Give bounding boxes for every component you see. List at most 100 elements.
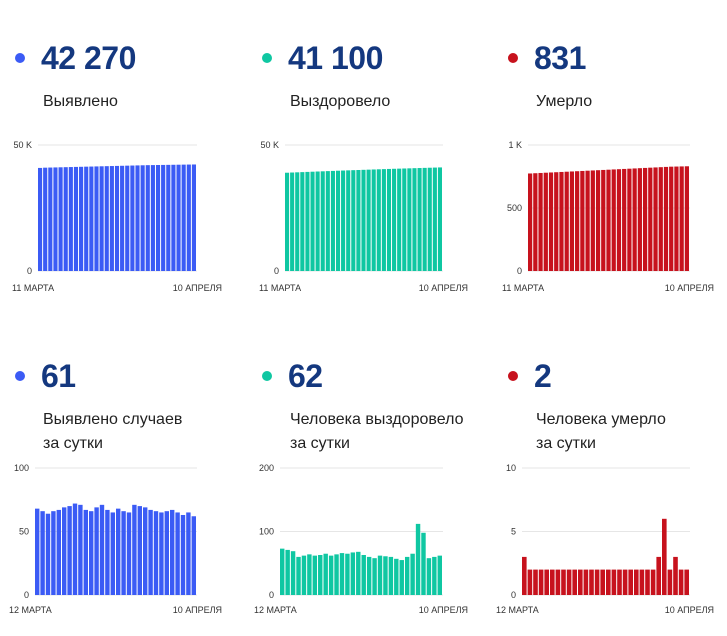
x-start-label: 12 МАРТА	[9, 605, 52, 615]
bar	[191, 164, 196, 271]
bar	[351, 170, 356, 271]
bar	[346, 170, 351, 271]
y-tick-label: 0	[27, 266, 32, 276]
bar	[566, 569, 572, 595]
daily-recovered-label: Человека выздоровело за сутки	[290, 411, 464, 452]
x-start-label: 12 МАРТА	[254, 605, 297, 615]
bar	[176, 164, 181, 271]
y-tick-label: 0	[517, 266, 522, 276]
bar	[533, 569, 538, 595]
bar	[381, 169, 386, 271]
bar	[622, 168, 627, 271]
recovered-chart: 0 50 K 11 МАРТА 10 АПРЕЛЯ	[259, 140, 468, 293]
bar	[345, 553, 350, 595]
panel-detected: 42 270 Выявлено 0 50 K 11 МАРТА 10 АПРЕЛЯ	[0, 0, 240, 310]
bar	[559, 171, 564, 271]
bar	[72, 503, 78, 595]
bar	[89, 166, 94, 271]
bar	[89, 511, 94, 595]
bar	[522, 556, 527, 595]
bar	[180, 514, 186, 595]
panel-died: 831 Умерло 0 500 1 K 11 МАРТА 10 АПРЕЛЯ	[493, 0, 727, 310]
bar	[121, 511, 126, 595]
bar	[161, 164, 166, 271]
bar	[377, 555, 383, 595]
x-start-label: 12 МАРТА	[496, 605, 539, 615]
bar	[555, 569, 561, 595]
bar	[114, 165, 120, 271]
x-end-label: 10 АПРЕЛЯ	[173, 605, 222, 615]
bar	[104, 166, 109, 271]
y-tick-label: 0	[511, 590, 516, 600]
bar	[68, 167, 73, 271]
x-end-label: 10 АПРЕЛЯ	[173, 283, 222, 293]
bar	[417, 168, 422, 271]
daily-died-dot-icon	[508, 371, 518, 381]
bar	[110, 512, 115, 595]
bar	[45, 513, 51, 595]
bar	[366, 169, 371, 271]
bar	[402, 168, 407, 271]
bar	[642, 167, 648, 271]
bar	[280, 548, 285, 595]
bar	[628, 569, 633, 595]
daily-recovered-dot-icon	[262, 371, 272, 381]
bar	[617, 569, 622, 595]
y-tick-label: 10	[506, 463, 516, 473]
bar	[533, 173, 538, 271]
bar	[656, 556, 661, 595]
bar	[58, 167, 63, 271]
daily-died-value: 2	[534, 357, 552, 394]
bar	[51, 511, 56, 595]
bar	[372, 558, 377, 595]
detected-dot-icon	[15, 53, 25, 63]
bar	[679, 166, 684, 271]
bar	[186, 164, 191, 271]
daily-recovered-value-row: 62	[262, 356, 323, 396]
y-tick-label: 50 K	[260, 140, 279, 150]
bar	[67, 506, 72, 595]
y-tick-label: 0	[274, 266, 279, 276]
bar	[310, 171, 315, 271]
y-tick-label: 100	[14, 463, 29, 473]
bar	[674, 166, 679, 271]
bar	[392, 168, 397, 271]
x-end-label: 10 АПРЕЛЯ	[665, 283, 714, 293]
bar	[334, 554, 339, 595]
bar	[397, 168, 402, 271]
bar	[285, 172, 290, 271]
bar	[528, 173, 533, 271]
daily-detected-value-row: 61	[15, 356, 76, 396]
bar	[105, 509, 110, 595]
bar	[83, 509, 88, 595]
bar	[62, 507, 67, 595]
bar	[323, 553, 328, 595]
x-end-label: 10 АПРЕЛЯ	[419, 283, 468, 293]
bar	[325, 171, 330, 271]
bar	[175, 512, 180, 595]
bar	[578, 569, 583, 595]
bar	[341, 170, 346, 271]
bar	[361, 555, 366, 595]
bar	[125, 165, 130, 271]
bar	[40, 511, 45, 595]
bar	[658, 167, 663, 271]
bar	[432, 167, 437, 271]
bar	[550, 569, 555, 595]
daily-died-chart: 0 5 10 12 МАРТА 10 АПРЕЛЯ	[496, 463, 714, 615]
bar	[181, 164, 186, 271]
bar	[606, 169, 611, 271]
bar	[575, 171, 580, 271]
bar	[415, 523, 421, 595]
bar	[335, 170, 341, 271]
daily-detected-chart: 0 50 100 12 МАРТА 10 АПРЕЛЯ	[9, 463, 222, 615]
bar	[148, 509, 153, 595]
bar	[673, 556, 678, 595]
bar	[301, 555, 307, 595]
bar	[538, 172, 543, 271]
y-tick-label: 1 K	[508, 140, 522, 150]
bar	[554, 172, 559, 271]
daily-died-label: Человека умерло за сутки	[536, 411, 666, 452]
y-tick-label: 200	[259, 463, 274, 473]
died-chart: 0 500 1 K 11 МАРТА 10 АПРЕЛЯ	[502, 140, 714, 293]
